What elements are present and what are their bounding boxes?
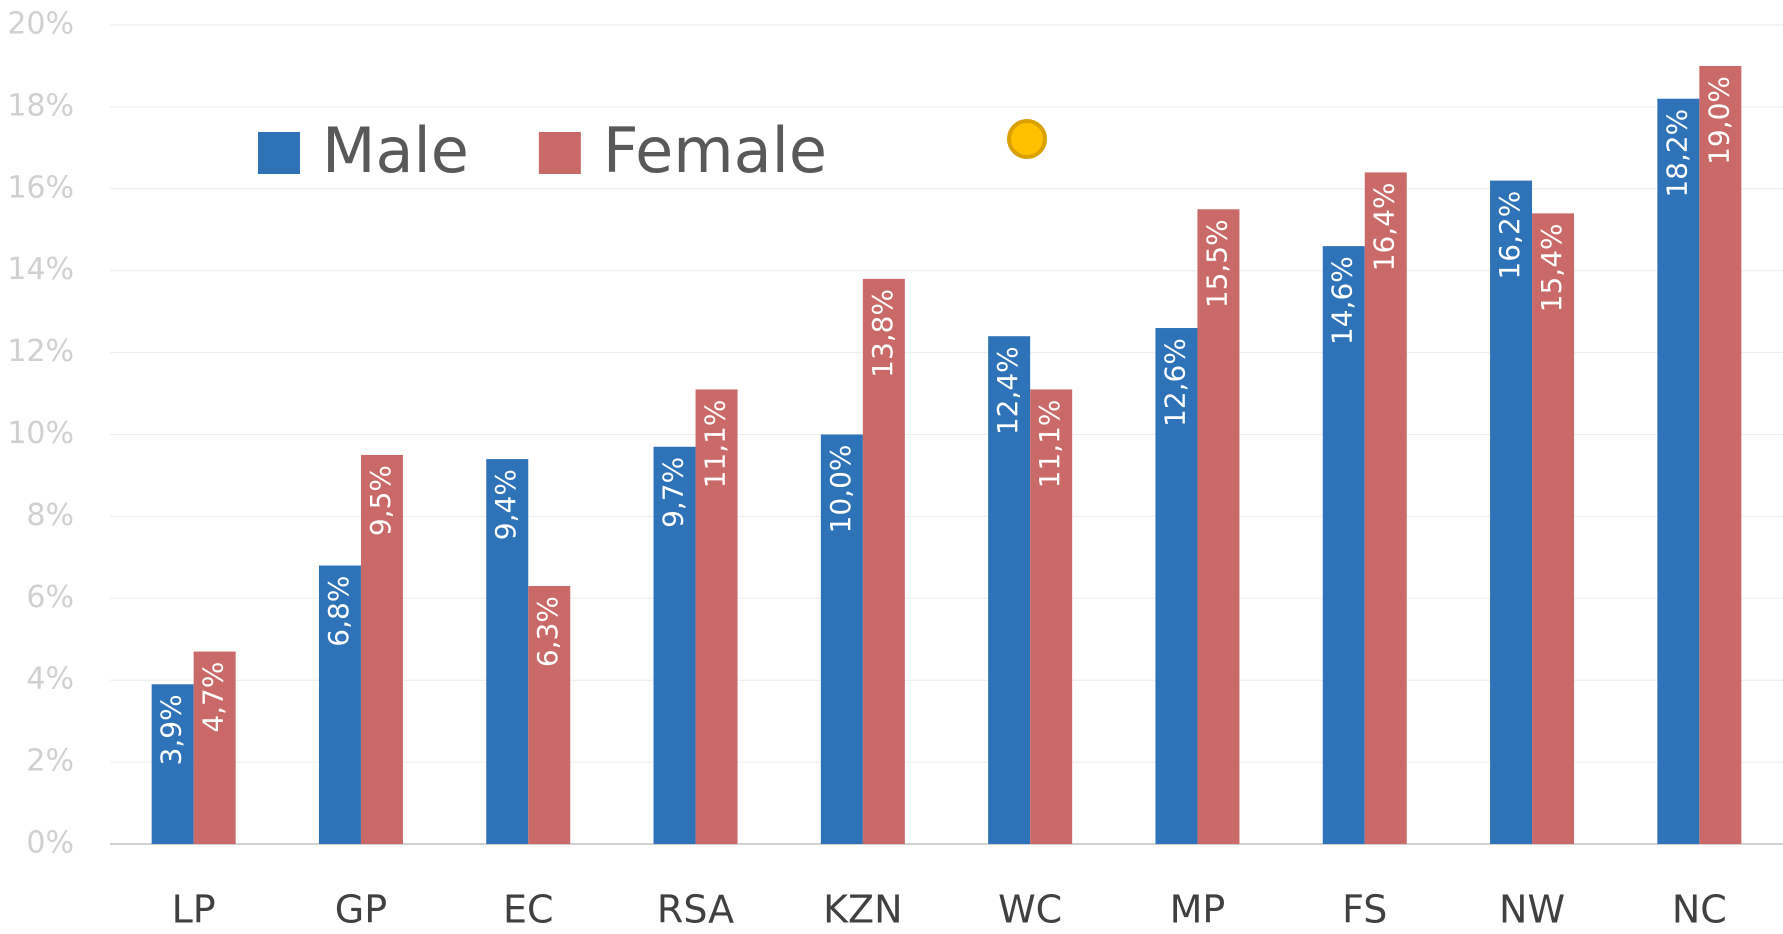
y-tick-label: 12%: [7, 334, 74, 369]
data-label: 13,8%: [866, 289, 899, 378]
y-tick-label: 20%: [7, 7, 74, 42]
y-tick-label: 16%: [7, 170, 74, 205]
marker-dot: [1007, 119, 1047, 159]
x-tick-label: NC: [1672, 888, 1727, 932]
y-tick-label: 2%: [26, 744, 74, 779]
bar: [1322, 246, 1365, 844]
data-label: 15,5%: [1200, 219, 1233, 308]
bar: [988, 336, 1031, 844]
y-tick-label: 6%: [26, 580, 74, 615]
data-label: 16,4%: [1368, 182, 1401, 271]
x-tick-label: MP: [1170, 888, 1226, 932]
data-label: 4,7%: [197, 662, 230, 733]
bar: [151, 684, 194, 844]
bar: [1030, 389, 1073, 844]
legend-label: Female: [603, 114, 827, 187]
x-tick-label: EC: [503, 888, 554, 932]
y-tick-label: 14%: [7, 252, 74, 287]
x-tick-label: NW: [1499, 888, 1565, 932]
x-tick-label: GP: [335, 888, 387, 932]
bar: [1490, 180, 1533, 845]
bar: [1699, 65, 1742, 844]
x-tick-label: KZN: [823, 888, 902, 932]
data-label: 12,4%: [991, 346, 1024, 435]
bar: [193, 651, 236, 844]
bar: [318, 565, 361, 844]
data-label: 19,0%: [1702, 76, 1735, 165]
data-label: 6,3%: [531, 596, 564, 667]
x-tick-label: LP: [172, 888, 216, 932]
bar: [1197, 209, 1240, 844]
data-label: 14,6%: [1326, 256, 1359, 345]
legend-label: Male: [322, 114, 469, 187]
x-tick-label: RSA: [657, 888, 734, 932]
legend-swatch: [538, 132, 581, 174]
bar: [360, 454, 403, 844]
data-label: 18,2%: [1660, 109, 1693, 198]
data-label: 16,2%: [1493, 191, 1526, 280]
bar: [862, 278, 905, 844]
data-label: 11,1%: [699, 399, 732, 488]
bar: [1364, 172, 1407, 845]
y-tick-label: 8%: [26, 498, 74, 533]
bar: [695, 389, 738, 844]
data-label: 9,7%: [657, 457, 690, 528]
x-tick-label: FS: [1342, 888, 1387, 932]
bar: [1657, 98, 1700, 844]
y-tick-label: 18%: [7, 88, 74, 123]
data-label: 12,6%: [1158, 338, 1191, 427]
bar: [653, 446, 696, 844]
x-tick-label: WC: [998, 888, 1062, 932]
legend-swatch: [258, 132, 300, 174]
data-label: 11,1%: [1033, 399, 1066, 488]
y-tick-label: 10%: [7, 416, 74, 451]
data-label: 10,0%: [824, 445, 857, 534]
bar: [820, 434, 863, 844]
bar: [528, 586, 571, 844]
y-tick-label: 4%: [26, 662, 74, 697]
bar: [1532, 213, 1575, 844]
data-label: 9,4%: [489, 469, 522, 540]
data-label: 6,8%: [322, 576, 355, 647]
data-label: 3,9%: [155, 694, 188, 765]
data-label: 15,4%: [1535, 223, 1568, 312]
y-tick-label: 0%: [26, 826, 74, 861]
bar: [1155, 328, 1198, 844]
bar: [486, 459, 529, 844]
data-label: 9,5%: [364, 465, 397, 536]
